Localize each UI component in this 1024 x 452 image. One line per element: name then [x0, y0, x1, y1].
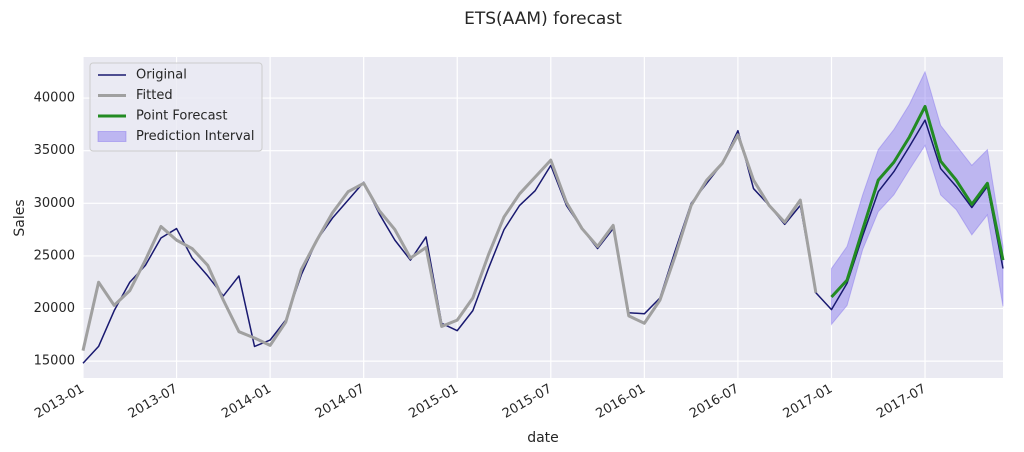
- x-tick-label: 2014-07: [313, 382, 368, 422]
- x-tick-label: 2015-01: [406, 382, 461, 422]
- x-tick-label: 2013-01: [32, 382, 87, 422]
- x-tick-label: 2015-07: [500, 382, 555, 422]
- x-tick-label: 2016-01: [594, 382, 649, 422]
- y-tick-label: 40000: [34, 91, 75, 106]
- series-line: [81, 133, 818, 351]
- x-axis-label: date: [527, 430, 559, 446]
- y-tick-label: 20000: [34, 301, 75, 316]
- x-tick-label: 2014-01: [219, 382, 274, 422]
- x-tick-label: 2016-07: [687, 382, 742, 422]
- y-tick-label: 15000: [34, 354, 75, 369]
- series-line: [830, 104, 1005, 298]
- y-tick-label: 30000: [34, 196, 75, 211]
- y-tick-label: 25000: [34, 248, 75, 263]
- chart-title: ETS(AAM) forecast: [464, 9, 622, 29]
- y-tick-label: 35000: [34, 143, 75, 158]
- x-tick-label: 2017-07: [874, 382, 929, 422]
- legend-label: Point Forecast: [136, 109, 227, 124]
- legend-swatch: [97, 131, 127, 142]
- legend-label: Original: [136, 68, 187, 83]
- legend-box: [89, 62, 263, 152]
- x-tick-label: 2013-07: [126, 382, 181, 422]
- legend-label: Prediction Interval: [136, 129, 255, 144]
- legend-label: Fitted: [136, 88, 173, 103]
- x-tick-label: 2017-01: [781, 382, 836, 422]
- y-axis-label: Sales: [12, 199, 28, 236]
